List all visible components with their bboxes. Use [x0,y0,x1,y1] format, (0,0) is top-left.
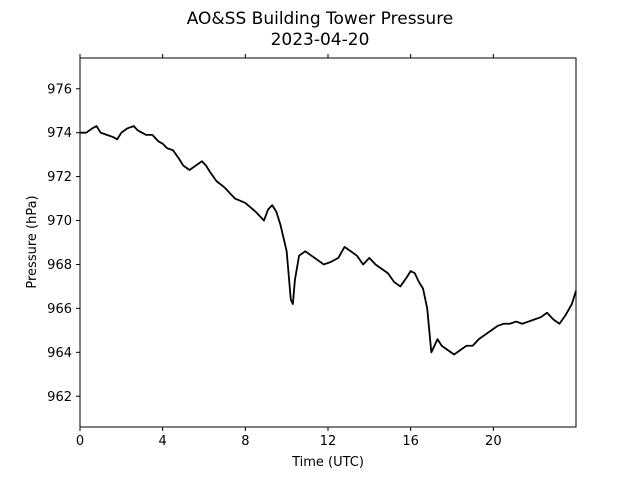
y-tick-label: 966 [47,302,72,317]
chart-subtitle: 2023-04-20 [271,30,370,50]
y-tick-label: 964 [47,346,72,361]
y-axis-label: Pressure (hPa) [25,195,40,288]
y-tick-label: 974 [47,126,72,141]
y-axis-ticks: 962 964 966 968 970 972 974 976 [47,82,80,405]
x-tick-label: 20 [485,434,502,449]
chart-title: AO&SS Building Tower Pressure [187,9,454,29]
x-tick-label: 16 [402,434,419,449]
x-tick-label: 4 [159,434,167,449]
x-tick-label: 12 [320,434,337,449]
x-tick-label: 8 [241,434,249,449]
y-tick-label: 972 [47,170,72,185]
y-tick-label: 976 [47,82,72,97]
x-axis-ticks: 0 4 8 12 16 20 [76,54,502,449]
y-tick-label: 962 [47,390,72,405]
plot-area [80,125,577,356]
y-tick-label: 968 [47,258,72,273]
y-tick-label: 970 [47,214,72,229]
x-tick-label: 0 [76,434,84,449]
series-line-0 [80,125,577,356]
x-axis-label: Time (UTC) [291,455,364,470]
